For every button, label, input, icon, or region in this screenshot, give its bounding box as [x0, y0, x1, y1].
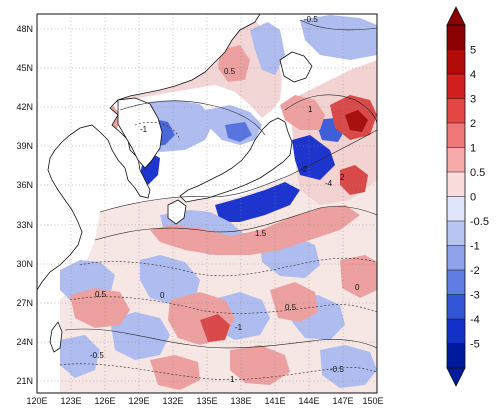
lon-label: 144E	[298, 396, 319, 406]
positive-patches	[70, 45, 377, 390]
contour-label: -4	[325, 179, 333, 188]
contour-label: 0	[160, 291, 165, 300]
korea-peninsula	[117, 97, 163, 169]
colorbar-swatch	[447, 147, 465, 173]
contour-label: 1.5	[255, 229, 267, 238]
colorbar-swatch	[447, 25, 465, 50]
colorbar-tick-label: -4	[470, 314, 480, 326]
lon-label: 138E	[230, 396, 251, 406]
lat-label: 33N	[16, 220, 33, 230]
contour-label: -1	[235, 323, 243, 332]
colorbar-swatch	[447, 172, 465, 197]
colorbar-tick-label: 0.5	[470, 167, 485, 179]
colorbar-swatch	[447, 343, 465, 369]
latitude-labels: 48N 45N 42N 39N 36N 33N 30N 27N 24N 21N	[16, 24, 33, 386]
colorbar-min-extension	[446, 367, 466, 387]
taiwan	[49, 321, 63, 353]
mainland-asia	[37, 14, 261, 291]
lat-label: 36N	[16, 180, 33, 190]
lon-label: 150E	[362, 396, 383, 406]
contour-label: -0.5	[330, 365, 344, 374]
contour-label: 0.5	[95, 290, 107, 299]
colorbar-tick-label: -2	[470, 265, 480, 277]
lat-label: 48N	[16, 24, 33, 34]
lon-label: 120E	[26, 396, 47, 406]
colorbar-swatch	[447, 196, 465, 222]
colorbar-tick-label: 3	[470, 94, 476, 106]
lat-label: 24N	[16, 337, 33, 347]
colorbar-tick-label: 4	[470, 69, 476, 81]
contour-label-group: -0.5 0.5 -1 1 1.5 -2 2 -4 0 -0.5 0.5 1 -…	[90, 15, 360, 384]
contour-label: -1	[140, 125, 148, 134]
japan-sea	[105, 18, 282, 118]
colorbar-tick-label: 2	[470, 118, 476, 130]
lon-label: 126E	[94, 396, 115, 406]
lat-label: 42N	[16, 102, 33, 112]
lat-label: 39N	[16, 141, 33, 151]
lat-label: 30N	[16, 259, 33, 269]
colorbar-tick-label: -0.5	[470, 216, 489, 228]
lat-label: 45N	[16, 63, 33, 73]
land-masses	[37, 14, 313, 353]
contour-label: 0.5	[224, 67, 236, 76]
colorbar-swatch	[447, 123, 465, 148]
colorbar-swatch	[447, 270, 465, 295]
colorbar-max-extension	[446, 6, 466, 26]
colorbar-tick-label: -3	[470, 290, 480, 302]
contour-label: 2	[340, 173, 345, 182]
lon-label: 132E	[162, 396, 183, 406]
contour-label: -2	[300, 165, 308, 174]
contour-label: -0.5	[90, 351, 104, 360]
lat-label: 27N	[16, 298, 33, 308]
contour-label: 0.5	[285, 303, 297, 312]
colorbar-swatch	[447, 245, 465, 271]
colorbar-swatch	[447, 49, 465, 75]
japan-hokkaido	[279, 51, 313, 83]
colorbar-tick-label: -1	[470, 241, 480, 253]
colorbar-swatch	[447, 294, 465, 320]
contour-label: -0.5	[304, 15, 318, 24]
colorbar-swatch	[447, 221, 465, 246]
japan-kyushu	[167, 199, 187, 225]
colorbar-tick-label: 5	[470, 45, 476, 57]
lon-label: 129E	[128, 396, 149, 406]
colorbar-tick-label: -5	[470, 339, 480, 351]
colorbar-tick-label: 1	[470, 143, 476, 155]
lat-label: 21N	[16, 376, 33, 386]
lon-label: 141E	[264, 396, 285, 406]
colorbar: 5 4 3 2 1 0.5 0 -0.5 -1 -2 -3 -4 -5	[446, 6, 489, 387]
colorbar-tick-label: 0	[470, 192, 476, 204]
longitude-labels: 120E 123E 126E 129E 132E 135E 138E 141E …	[26, 396, 383, 406]
lon-label: 123E	[60, 396, 81, 406]
anomaly-field: -0.5 0.5 -1 1 1.5 -2 2 -4 0 -0.5 0.5 1 -…	[37, 14, 377, 393]
lon-label: 135E	[196, 396, 217, 406]
contour-label: 0	[355, 283, 360, 292]
colorbar-swatch	[447, 74, 465, 99]
plot-frame	[36, 13, 378, 394]
graticule	[37, 14, 377, 393]
contour-label: 1	[308, 105, 313, 114]
japan-honshu	[179, 117, 293, 203]
colorbar-swatch	[447, 98, 465, 124]
contour-label: 1	[230, 375, 235, 384]
lon-label: 147E	[332, 396, 353, 406]
colorbar-swatch	[447, 319, 465, 344]
